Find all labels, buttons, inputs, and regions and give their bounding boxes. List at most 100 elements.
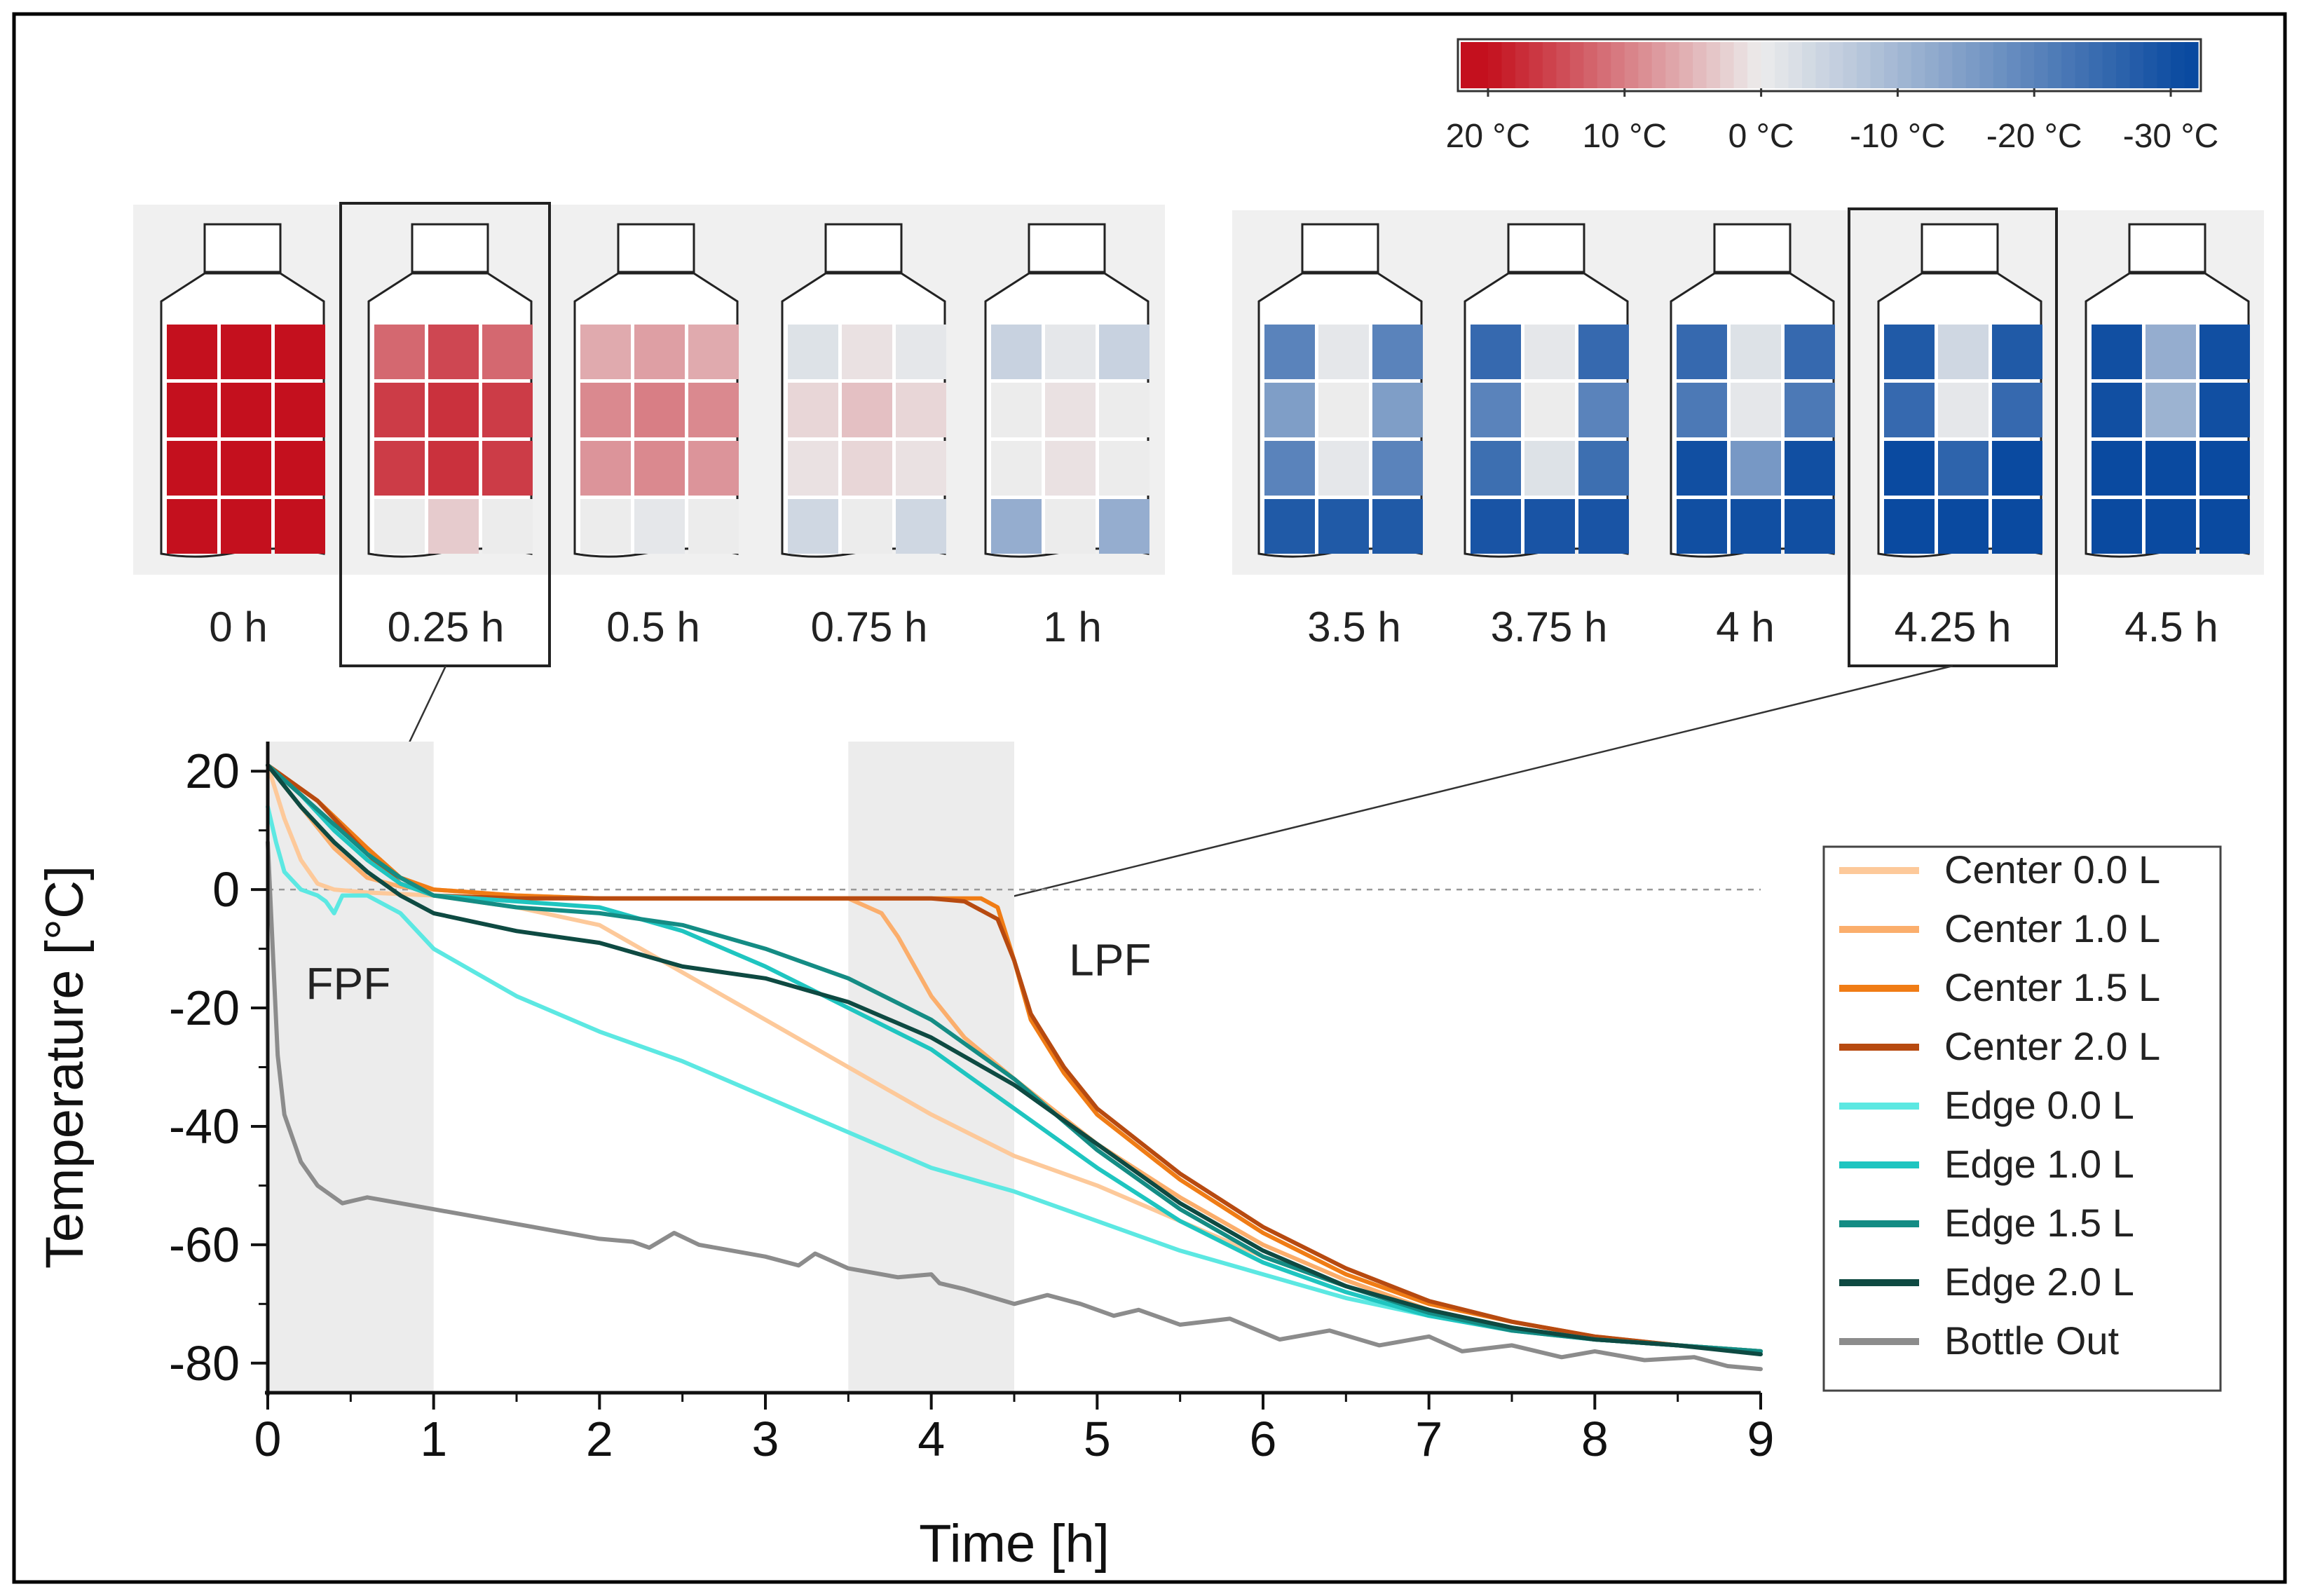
bottle-cap	[617, 223, 695, 273]
colorbar-cell	[1515, 42, 1530, 88]
x-tick-label: 2	[586, 1412, 613, 1466]
colorbar-cell	[1501, 42, 1516, 88]
x-axis-label: Time [h]	[919, 1514, 1110, 1574]
colorbar-cell	[2007, 42, 2021, 88]
bottle-cell	[842, 499, 892, 554]
x-tick-label: 8	[1581, 1412, 1609, 1466]
colorbar-cell	[1733, 42, 1748, 88]
bottle-cell	[788, 325, 838, 379]
bottle-cell	[634, 441, 685, 496]
bottle-cap	[824, 223, 903, 273]
colorbar-cell	[1665, 42, 1680, 88]
legend-label: Bottle Out	[1944, 1318, 2119, 1363]
bottle-cell	[991, 441, 1042, 496]
colorbar-cell	[2089, 42, 2103, 88]
bottle-cell	[2145, 383, 2196, 437]
x-tick-label: 6	[1250, 1412, 1277, 1466]
bottle-cell	[1884, 499, 1935, 554]
bottle-cap	[1713, 223, 1792, 273]
colorbar-cell	[2157, 42, 2171, 88]
bottle-cell	[2145, 499, 2196, 554]
colorbar-label: 20 °C	[1446, 118, 1531, 155]
bottle-cell	[1884, 383, 1935, 437]
series-line	[266, 763, 1763, 1353]
bottle-cell	[374, 383, 425, 437]
bottle	[1464, 223, 1629, 558]
bottle-cell	[374, 325, 425, 379]
bottle-cell	[1677, 383, 1727, 437]
legend-box	[1822, 845, 2222, 1392]
legend-label: Center 1.5 L	[1944, 965, 2160, 1009]
bottle	[367, 223, 533, 558]
bottle-cell	[1099, 499, 1150, 554]
bottle	[160, 223, 325, 558]
bottle-cell	[275, 383, 325, 437]
axes: 0 1 2 3 4 5 6 7 8 9 20 0 -20 -40 -60 -80	[169, 742, 1774, 1466]
colorbar-cell	[2116, 42, 2131, 88]
bottle-cell	[221, 383, 271, 437]
leader-line-lpf	[995, 664, 1953, 902]
legend-label: Center 1.0 L	[1944, 906, 2160, 950]
bottle-cell	[842, 383, 892, 437]
colorbar-cell	[1788, 42, 1803, 88]
bottle-cell	[1785, 383, 1835, 437]
bottle-cell	[1578, 325, 1629, 379]
bottle-cell	[788, 499, 838, 554]
colorbar-cell	[1856, 42, 1871, 88]
bottle-cell	[1372, 499, 1423, 554]
bottle-cell	[1677, 325, 1727, 379]
bottle-cell	[580, 499, 631, 554]
bottle-cell	[1372, 383, 1423, 437]
colorbar-cell	[1897, 42, 1912, 88]
y-tick-label: -80	[169, 1336, 240, 1391]
colorbar-cell	[2171, 42, 2185, 88]
colorbar-cell	[1556, 42, 1571, 88]
bottle	[2085, 223, 2250, 558]
colorbar-cell	[1474, 42, 1489, 88]
bottle-cell	[2092, 441, 2142, 496]
colorbar-cell	[1870, 42, 1885, 88]
bottle-cell	[221, 325, 271, 379]
bottle-cell	[2199, 325, 2250, 379]
colorbar-ticks	[1487, 88, 2172, 97]
bottle-cap	[2128, 223, 2206, 273]
bottle-cell	[167, 499, 217, 554]
colorbar-cell	[1775, 42, 1789, 88]
legend-label: Edge 2.0 L	[1944, 1260, 2134, 1304]
bottle-cell	[1264, 441, 1315, 496]
bottle-cell	[634, 499, 685, 554]
bottle-cap	[411, 223, 489, 273]
colorbar-cell	[1965, 42, 1980, 88]
y-tick-label: 0	[212, 862, 240, 917]
bottle-cell	[896, 499, 946, 554]
bottle-cap	[1301, 223, 1379, 273]
y-axis-label: Temperature [°C]	[35, 866, 95, 1269]
bottle-cell	[1677, 441, 1727, 496]
y-tick-label: -20	[169, 981, 240, 1035]
bottle-cell	[580, 325, 631, 379]
bottle-cell	[1471, 499, 1521, 554]
colorbar-cell	[1487, 42, 1503, 88]
colorbar-cell	[1651, 42, 1666, 88]
bottle-cell	[1731, 441, 1781, 496]
bottle-cell	[688, 383, 739, 437]
bottle-cell	[1318, 441, 1369, 496]
bottle-cell	[1045, 441, 1096, 496]
series-line	[266, 763, 1763, 1357]
bottle-cell	[1938, 325, 1988, 379]
bottle-cell	[788, 441, 838, 496]
bottle-cell	[2092, 325, 2142, 379]
bottle-series	[160, 223, 2250, 558]
bottle-time-label: 0 h	[209, 603, 267, 650]
bottle-cell	[2145, 441, 2196, 496]
colorbar-cell	[1747, 42, 1762, 88]
bottle	[1670, 223, 1835, 558]
bottle-cell	[1992, 325, 2042, 379]
colorbar-cell	[1938, 42, 1953, 88]
bottle-cell	[580, 441, 631, 496]
bottle-cell	[1524, 441, 1575, 496]
colorbar-cell	[2034, 42, 2049, 88]
legend-label: Center 0.0 L	[1944, 847, 2160, 892]
fpf-annotation: FPF	[306, 958, 390, 1009]
bottle-cell	[1884, 325, 1935, 379]
